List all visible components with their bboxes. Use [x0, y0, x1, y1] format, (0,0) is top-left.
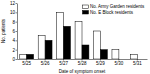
y-tick-label: 8 [12, 20, 15, 25]
plot: 0 2 4 6 8 10 12 5/25 5/26 5/27 5/28 5/29 5/30 5/31 [10, 1, 148, 66]
y-axis-title: No. patients [1, 18, 6, 43]
legend: No. Army Garden residentsNo. E Block res… [82, 4, 145, 15]
x-tick-label: 5/29 [96, 61, 105, 66]
x-tick-label: 5/26 [41, 61, 50, 66]
x-tick-label: 5/30 [114, 61, 123, 66]
y-tick-label: 6 [12, 29, 15, 34]
bar [75, 22, 82, 59]
bar [45, 40, 52, 59]
y-tick: 10 [10, 10, 17, 15]
bar [27, 54, 34, 59]
y-tick-label: 2 [12, 48, 15, 53]
y-tick-mark [16, 22, 18, 23]
legend-item: No. E Block residents [82, 10, 133, 15]
x-tick: 5/25 [22, 59, 31, 66]
bar [64, 26, 71, 59]
y-tick: 4 [12, 38, 17, 43]
y-tick-mark [16, 31, 18, 32]
bar [94, 31, 101, 59]
bar [119, 59, 126, 60]
bar [112, 50, 119, 59]
bar [130, 54, 137, 59]
y-tick-mark [16, 59, 18, 60]
y-tick: 6 [12, 29, 17, 34]
bar [100, 50, 107, 59]
legend-swatch [82, 11, 88, 15]
bar [137, 59, 144, 60]
x-tick-label: 5/28 [78, 61, 87, 66]
x-tick-label: 5/27 [59, 61, 68, 66]
x-tick: 5/28 [78, 59, 87, 66]
x-tick: 5/30 [114, 59, 123, 66]
legend-item: No. Army Garden residents [82, 4, 145, 9]
legend-swatch [82, 5, 88, 9]
x-tick-label: 5/31 [133, 61, 142, 66]
y-tick-label: 10 [10, 10, 16, 15]
x-tick: 5/29 [96, 59, 105, 66]
chart: 0 2 4 6 8 10 12 5/25 5/26 5/27 5/28 5/29 5/30 5/31 Dat… [0, 0, 150, 74]
y-tick-mark [16, 40, 18, 41]
legend-label: No. Army Garden residents [90, 4, 145, 9]
y-tick-label: 4 [12, 38, 15, 43]
bar [20, 54, 27, 59]
bar [38, 36, 45, 59]
y-tick: 12 [10, 1, 17, 6]
y-tick-mark [16, 3, 18, 4]
bar [82, 45, 89, 59]
y-axis-line [17, 4, 18, 60]
bars [20, 12, 138, 59]
y-axis: 0 2 4 6 8 10 12 [10, 1, 18, 62]
y-tick: 8 [12, 20, 17, 25]
y-tick-label: 12 [10, 1, 16, 6]
y-tick-label: 0 [12, 57, 15, 62]
y-tick: 2 [12, 48, 17, 53]
x-tick-label: 5/25 [22, 61, 31, 66]
x-tick: 5/31 [133, 59, 142, 66]
x-tick: 5/26 [41, 59, 50, 66]
legend-label: No. E Block residents [90, 10, 134, 15]
bar [57, 12, 64, 59]
x-axis-title: Date of symptom onset [59, 69, 106, 74]
y-tick: 0 [12, 57, 17, 62]
x-tick: 5/27 [59, 59, 68, 66]
y-tick-mark [16, 50, 18, 51]
x-axis: 5/25 5/26 5/27 5/28 5/29 5/30 5/31 [18, 59, 148, 66]
y-tick-mark [16, 12, 18, 13]
